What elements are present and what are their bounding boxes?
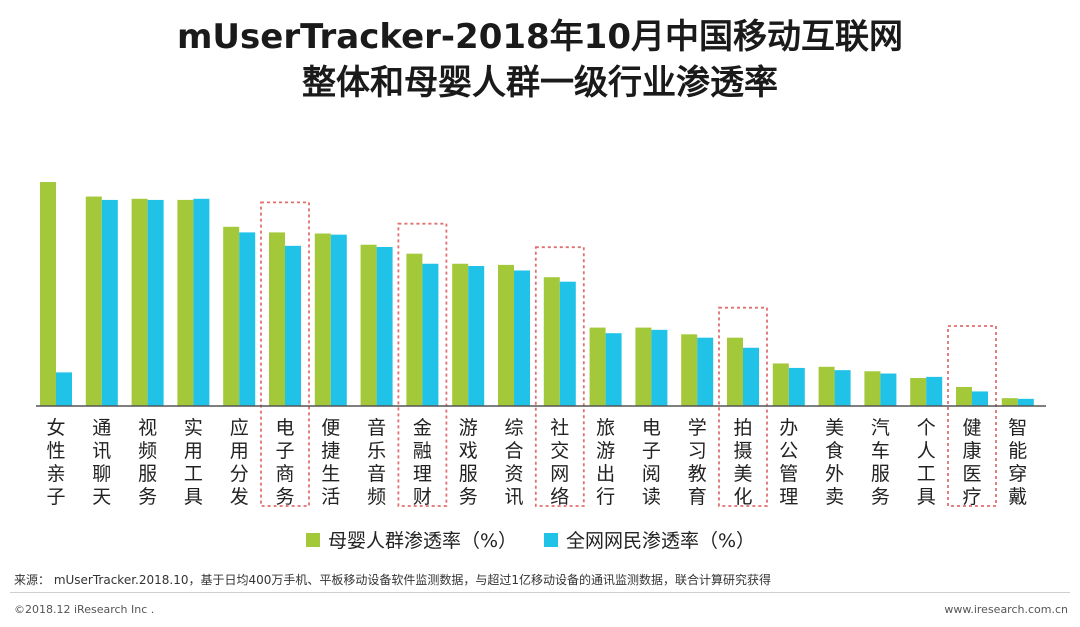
category-label-4: 应用分发 <box>230 417 249 508</box>
bar-series1-17 <box>818 366 835 406</box>
bar-series1-16 <box>772 363 789 406</box>
highlight-box-8 <box>397 222 448 507</box>
category-label-0: 女性亲子 <box>46 417 65 508</box>
website-link[interactable]: www.iresearch.com.cn <box>944 603 1068 616</box>
highlight-box-5 <box>260 201 310 507</box>
bar-series1-19 <box>910 378 927 406</box>
bar-series2-7 <box>376 246 393 406</box>
highlight-box-11 <box>534 246 585 507</box>
bar-series2-5 <box>285 245 301 406</box>
bar-series2-0 <box>56 372 72 406</box>
bar-series1-21 <box>1001 398 1018 406</box>
legend-item-series1: 母婴人群渗透率（%） <box>306 526 517 553</box>
bar-series2-21 <box>1017 398 1034 406</box>
bar-series2-6 <box>330 234 347 406</box>
category-label-19: 个人工具 <box>917 417 936 508</box>
legend-swatch-series2 <box>544 532 558 547</box>
source-note: 来源： mUserTracker.2018.10，基于日均400万手机、平板移动… <box>14 573 772 587</box>
chart-title-line1: mUserTracker-2018年10月中国移动互联网 <box>176 17 903 57</box>
bar-series2-13 <box>651 329 668 406</box>
bar-series1-6 <box>314 233 331 406</box>
bar-series2-2 <box>147 199 164 406</box>
category-label-20: 健康医疗 <box>962 417 981 508</box>
category-labels: 女性亲子 通讯聊天 视频服务 实用工具 应用分发 电子商务 便捷生活 音乐音频 金融理财 游戏服务… <box>46 417 1027 508</box>
bar-series1-1 <box>85 196 102 406</box>
bar-series1-10 <box>498 264 514 406</box>
category-label-10: 综合资讯 <box>504 417 523 508</box>
bar-series1-13 <box>635 327 652 406</box>
bar-series2-15 <box>743 347 759 406</box>
bar-series1-20 <box>956 386 972 406</box>
bar-series1-4 <box>223 226 240 406</box>
bar-series2-8 <box>422 263 439 406</box>
legend-item-series2: 全网网民渗透率（%） <box>544 526 755 553</box>
category-label-9: 游戏服务 <box>459 417 478 508</box>
category-label-5: 电子商务 <box>275 417 294 508</box>
chart-title-line2: 整体和母婴人群一级行业渗透率 <box>302 63 778 103</box>
category-label-15: 拍摄美化 <box>733 417 752 508</box>
bar-series1-2 <box>131 198 148 406</box>
category-label-1: 通讯聊天 <box>92 417 111 508</box>
legend-swatch-series1 <box>306 532 320 547</box>
bar-series1-9 <box>452 263 469 406</box>
bar-series2-11 <box>559 281 576 406</box>
bar-series1-0 <box>40 182 56 406</box>
bar-series2-19 <box>926 376 943 406</box>
category-label-14: 学习教育 <box>688 417 707 508</box>
bar-series1-18 <box>864 371 881 406</box>
bar-series2-4 <box>239 232 256 406</box>
category-label-7: 音乐音频 <box>367 417 386 508</box>
bar-series2-10 <box>514 270 530 406</box>
bar-series2-14 <box>697 337 714 406</box>
bar-series2-16 <box>788 367 805 406</box>
bar-series1-12 <box>589 327 606 406</box>
legend-label-series1: 母婴人群渗透率（%） <box>328 530 518 552</box>
bar-series1-7 <box>360 244 377 406</box>
category-label-18: 汽车服务 <box>871 417 890 508</box>
category-label-17: 美食外卖 <box>825 417 844 508</box>
category-label-16: 办公管理 <box>779 417 798 508</box>
bar-series2-12 <box>605 333 622 406</box>
bar-chart: 女性亲子 通讯聊天 视频服务 实用工具 应用分发 电子商务 便捷生活 音乐音频 金融理财 游戏服务… <box>36 182 1046 508</box>
category-label-8: 金融理财 <box>413 417 432 508</box>
bar-series1-5 <box>269 232 285 406</box>
bar-series2-17 <box>834 370 851 406</box>
bar-series2-9 <box>468 266 485 406</box>
legend: 母婴人群渗透率（%） 全网网民渗透率（%） <box>0 526 1080 552</box>
bar-series1-14 <box>681 334 698 406</box>
category-label-6: 便捷生活 <box>321 417 340 508</box>
footer-divider <box>10 592 1070 593</box>
bar-series2-20 <box>972 391 988 406</box>
highlight-boxes <box>260 201 997 507</box>
bar-series1-11 <box>543 277 560 406</box>
bar-series1-15 <box>727 337 743 406</box>
category-label-21: 智能穿戴 <box>1008 417 1027 508</box>
category-label-11: 社交网络 <box>550 417 569 508</box>
highlight-box-15 <box>718 306 768 507</box>
category-label-2: 视频服务 <box>138 417 157 508</box>
copyright-text: ©2018.12 iResearch Inc . <box>14 603 155 616</box>
category-label-13: 电子阅读 <box>642 417 661 508</box>
bar-series2-1 <box>101 199 118 406</box>
bar-series2-3 <box>193 198 210 406</box>
legend-label-series2: 全网网民渗透率（%） <box>566 530 756 552</box>
category-label-12: 旅游出行 <box>596 417 615 508</box>
bar-series1-8 <box>406 253 423 406</box>
bars <box>40 182 1034 406</box>
bar-series2-18 <box>880 373 897 406</box>
bar-series1-3 <box>177 199 194 406</box>
category-label-3: 实用工具 <box>184 417 203 508</box>
highlight-box-20 <box>947 325 997 507</box>
